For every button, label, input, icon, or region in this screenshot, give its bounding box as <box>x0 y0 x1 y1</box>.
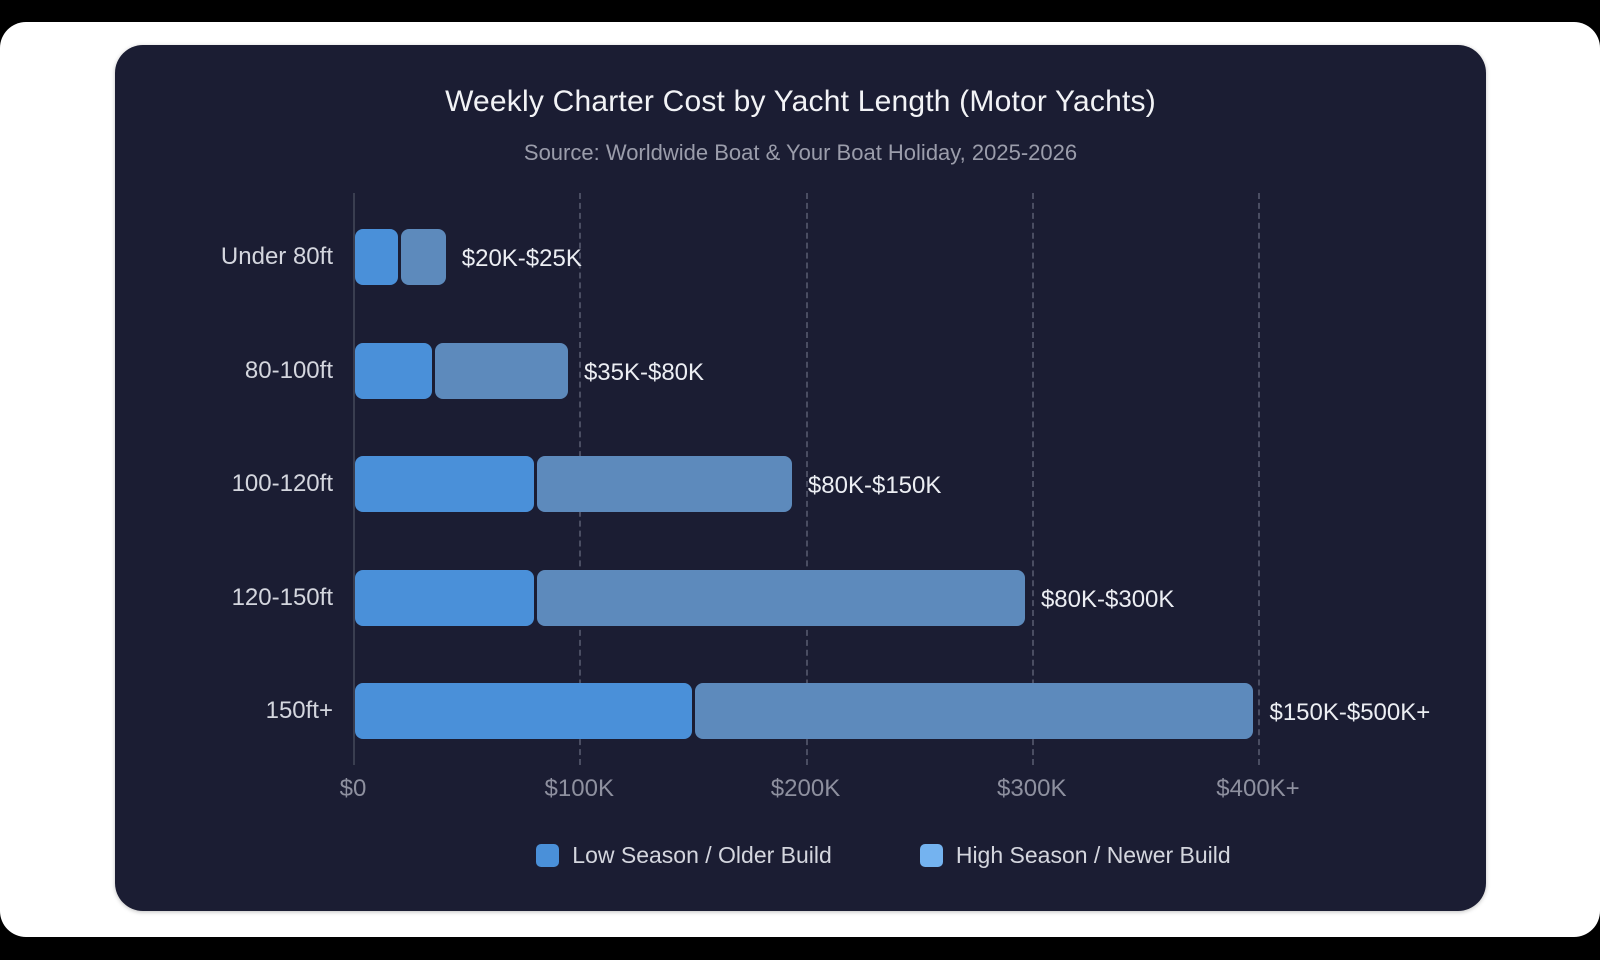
legend-item-low-season: Low Season / Older Build <box>536 842 832 869</box>
range-label: $80K-$300K <box>1040 585 1175 613</box>
gridline-200k <box>805 193 808 765</box>
bar-high-season <box>537 569 1025 626</box>
category-label: 150ft+ <box>265 697 333 725</box>
bar-low-season <box>355 456 534 513</box>
bar-high-season <box>695 683 1254 740</box>
x-tick-label: $100K <box>544 775 614 802</box>
x-tick-label: $200K <box>770 775 841 802</box>
range-label: $20K-$25K <box>461 245 582 272</box>
bar-low-season <box>355 229 399 285</box>
x-tick-label: $400K+ <box>1216 775 1300 802</box>
legend: Low Season / Older Build High Season / Ne… <box>115 837 1486 873</box>
legend-item-high-season: High Season / Newer Build <box>919 841 1231 869</box>
legend-label: High Season / Newer Build <box>955 841 1231 868</box>
bar-high-season <box>401 229 446 285</box>
x-tick-label: $300K <box>997 775 1067 802</box>
gridline-400k <box>1258 193 1260 765</box>
category-label: 100-120ft <box>231 470 333 498</box>
legend-swatch-icon <box>919 843 943 867</box>
chart-row: 120-150ft $80K-$300K <box>115 569 1486 626</box>
chart-subtitle: Source: Worldwide Boat & Your Boat Holid… <box>523 140 1078 165</box>
chart-row: 150ft+ $150K-$500K+ <box>115 683 1486 740</box>
bar-low-season <box>355 683 693 740</box>
chart-title: Weekly Charter Cost by Yacht Length (Mot… <box>445 85 1156 118</box>
category-label: 120-150ft <box>231 583 333 611</box>
bar-low-season <box>355 569 534 626</box>
bar-low-season <box>355 342 433 399</box>
bar-high-season <box>537 456 792 513</box>
chart-row: Under 80ft $20K-$25K <box>115 229 1486 285</box>
chart-row: 80-100ft $35K-$80K <box>115 342 1486 399</box>
legend-label: Low Season / Older Build <box>572 841 832 868</box>
legend-swatch-icon <box>536 843 560 867</box>
plot-area: $0 $100K $200K $300K $400K+ Under 80ft $20K-$2… <box>115 45 1486 911</box>
category-label: Under 80ft <box>220 243 333 270</box>
bar-high-season <box>435 342 568 399</box>
chart-row: 100-120ft $80K-$150K <box>115 456 1486 513</box>
chart-card: Weekly Charter Cost by Yacht Length (Mot… <box>115 45 1486 911</box>
range-label: $80K-$150K <box>807 472 942 500</box>
range-label: $150K-$500K+ <box>1269 699 1431 727</box>
category-label: 80-100ft <box>244 356 333 384</box>
x-tick-label: $0 <box>339 775 367 802</box>
page-window: Weekly Charter Cost by Yacht Length (Mot… <box>0 22 1600 937</box>
range-label: $35K-$80K <box>583 358 705 386</box>
gridline-300k <box>1031 193 1034 765</box>
y-axis-line <box>353 193 355 765</box>
